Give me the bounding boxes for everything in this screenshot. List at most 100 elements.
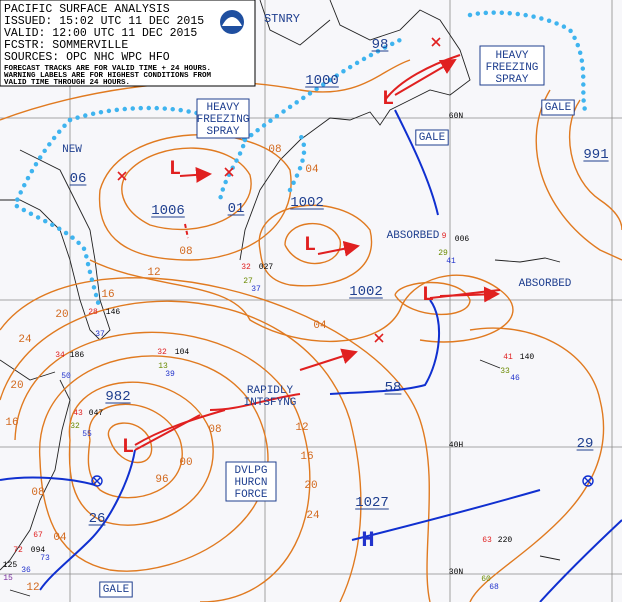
map-label: 125 bbox=[3, 561, 18, 570]
map-label: 26 bbox=[89, 511, 106, 527]
map-label: 60N bbox=[449, 112, 464, 121]
map-label: 027 bbox=[259, 263, 274, 272]
map-label: 27 bbox=[243, 277, 253, 286]
map-label: 50 bbox=[61, 372, 71, 381]
map-label: 16 bbox=[5, 417, 18, 429]
map-label: 006 bbox=[455, 235, 470, 244]
map-label: 047 bbox=[89, 409, 104, 418]
map-label: 1027 bbox=[355, 495, 389, 511]
header-note: WARNING LABELS ARE FOR HIGHEST CONDITION… bbox=[4, 72, 212, 80]
map-label: 13 bbox=[158, 362, 168, 371]
label-boxes bbox=[196, 45, 545, 502]
map-label: 20 bbox=[55, 309, 68, 321]
map-label: RAPIDLY bbox=[247, 385, 294, 397]
map-label: 29 bbox=[577, 436, 594, 452]
map-label: 98 bbox=[372, 37, 389, 53]
map-label: L bbox=[304, 234, 316, 257]
map-label: 1002 bbox=[349, 284, 383, 300]
map-label: 1000 bbox=[305, 73, 339, 89]
map-label: 12 bbox=[295, 422, 308, 434]
circled-x bbox=[91, 475, 594, 487]
label-box bbox=[99, 581, 133, 598]
map-label: 16 bbox=[300, 451, 313, 463]
map-label: GALE bbox=[103, 584, 130, 596]
header-panel: PACIFIC SURFACE ANALYSIS ISSUED: 15:02 U… bbox=[0, 0, 256, 87]
map-label: 68 bbox=[489, 583, 499, 592]
map-label: 9 bbox=[442, 232, 447, 241]
map-label: 46 bbox=[510, 374, 520, 383]
header-line: FCSTR: SOMMERVILLE bbox=[4, 39, 128, 52]
map-label: 60 bbox=[481, 575, 491, 584]
map-label: 32 bbox=[70, 422, 80, 431]
map-label: 40H bbox=[449, 441, 464, 450]
map-label: NEW bbox=[62, 144, 82, 156]
header-line: VALID: 12:00 UTC 11 DEC 2015 bbox=[4, 27, 197, 40]
map-label: DVLPG bbox=[234, 465, 267, 477]
header-note: VALID TIME THROUGH 24 HOURS. bbox=[4, 79, 130, 87]
map-label: 37 bbox=[251, 285, 261, 294]
map-label: 08 bbox=[179, 246, 192, 258]
label-box bbox=[415, 129, 449, 146]
map-label: 04 bbox=[53, 532, 67, 544]
map-label: 04 bbox=[313, 320, 327, 332]
map-label: 01 bbox=[228, 201, 245, 217]
map-label: 08 bbox=[31, 487, 44, 499]
map-label: 104 bbox=[175, 348, 190, 357]
map-label: SPRAY bbox=[495, 74, 528, 86]
map-label: 58 bbox=[385, 380, 402, 396]
map-label: 34 bbox=[55, 351, 65, 360]
map-label: HEAVY bbox=[206, 102, 239, 114]
map-label: 24 bbox=[18, 334, 32, 346]
map-label: 04 bbox=[305, 164, 319, 176]
map-label: INTSFYNG bbox=[244, 397, 297, 409]
map-label: 146 bbox=[106, 308, 121, 317]
map-label: 30N bbox=[449, 568, 464, 577]
map-label: L bbox=[122, 436, 134, 459]
label-box bbox=[541, 99, 575, 116]
map-label: 08 bbox=[268, 144, 281, 156]
map-label: 991 bbox=[583, 147, 608, 163]
map-label: GALE bbox=[419, 132, 446, 144]
fronts bbox=[0, 54, 622, 602]
map-label: 1002 bbox=[290, 195, 324, 211]
map-label: 094 bbox=[31, 546, 46, 555]
map-label: FORCE bbox=[234, 489, 267, 501]
map-labels: STNRY981000HEAVYFREEZINGSPRAYHEAVYFREEZI… bbox=[3, 12, 609, 598]
map-label: 06 bbox=[70, 171, 87, 187]
map-label: 24 bbox=[306, 510, 320, 522]
map-label: 36 bbox=[21, 566, 31, 575]
map-label: 41 bbox=[446, 257, 456, 266]
map-label: ABSORBED bbox=[387, 230, 440, 242]
map-label: 12 bbox=[26, 582, 39, 594]
map-label: SPRAY bbox=[206, 126, 239, 138]
map-label: 63 bbox=[482, 536, 492, 545]
header-note: FORECAST TRACKS ARE FOR VALID TIME + 24 … bbox=[4, 65, 211, 73]
map-label: 32 bbox=[157, 348, 167, 357]
map-label: 33 bbox=[500, 367, 510, 376]
map-label: 15 bbox=[3, 574, 13, 583]
map-label: ABSORBED bbox=[519, 278, 572, 290]
map-label: 16 bbox=[101, 289, 114, 301]
map-label: L bbox=[169, 158, 181, 181]
map-label: 29 bbox=[438, 249, 448, 258]
map-label: 73 bbox=[40, 554, 50, 563]
map-label: 55 bbox=[82, 430, 92, 439]
storm-tracks bbox=[134, 58, 500, 451]
header-line: PACIFIC SURFACE ANALYSIS bbox=[4, 3, 170, 16]
map-label: 37 bbox=[95, 330, 105, 339]
map-label: 982 bbox=[105, 389, 130, 405]
map-label: 20 bbox=[304, 480, 317, 492]
map-label: 08 bbox=[208, 424, 221, 436]
header-line: ISSUED: 15:02 UTC 11 DEC 2015 bbox=[4, 15, 204, 28]
map-label: 140 bbox=[520, 353, 535, 362]
map-label: HURCN bbox=[234, 477, 267, 489]
x-marks bbox=[117, 37, 441, 343]
map-label: 43 bbox=[73, 409, 83, 418]
map-label: 72 bbox=[13, 546, 23, 555]
map-label: 96 bbox=[155, 474, 168, 486]
map-label: 1006 bbox=[151, 203, 185, 219]
map-label: 32 bbox=[241, 263, 251, 272]
